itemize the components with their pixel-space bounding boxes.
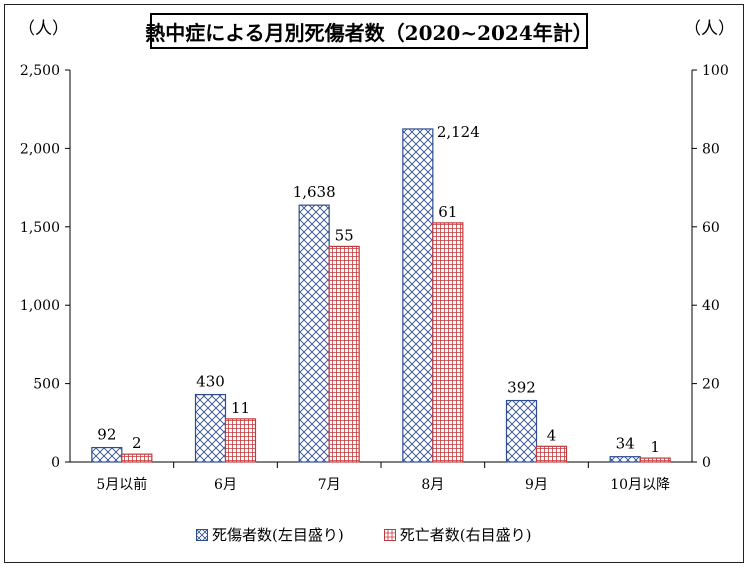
data-label-deaths: 11	[231, 399, 250, 417]
right-axis-unit: （人）	[684, 19, 735, 39]
data-label-deaths: 61	[438, 203, 457, 221]
data-label-casualties: 92	[97, 426, 116, 444]
legend-swatch-casualties	[196, 528, 208, 541]
legend: 死傷者数(左目盛り) 死亡者数(右目盛り)	[196, 524, 531, 545]
legend-item-casualties: 死傷者数(左目盛り)	[196, 524, 344, 545]
bar-deaths	[328, 245, 360, 463]
left-tick-label: 0	[51, 455, 60, 471]
bar-deaths	[432, 222, 464, 463]
bar-casualties	[91, 446, 123, 463]
chart-title-box: 熱中症による月別死傷者数（2020~2024年計）	[145, 13, 593, 49]
bar-deaths	[121, 453, 153, 463]
bar-casualties	[298, 204, 330, 463]
bar-deaths	[224, 418, 257, 463]
bar-deaths	[639, 457, 671, 463]
data-label-deaths: 1	[650, 438, 660, 456]
category-label: 7月	[318, 477, 341, 493]
right-tick-label: 80	[702, 141, 720, 157]
left-tick-label: 2,500	[20, 63, 60, 79]
data-label-casualties: 430	[196, 373, 225, 391]
left-tick-label: 500	[33, 377, 60, 393]
right-tick-label: 60	[702, 220, 720, 236]
legend-swatch-deaths	[383, 528, 396, 541]
category-label: 9月	[525, 477, 548, 493]
legend-label-casualties: 死傷者数(左目盛り)	[212, 526, 344, 544]
category-label: 5月以前	[96, 476, 147, 493]
left-tick-label: 1,000	[20, 298, 60, 314]
bar-casualties	[194, 393, 227, 463]
right-tick-label: 20	[702, 377, 720, 393]
right-tick-label: 40	[702, 298, 720, 314]
left-axis-unit: （人）	[18, 19, 69, 39]
data-label-deaths: 55	[335, 226, 354, 244]
bar-deaths	[535, 445, 568, 463]
left-tick-label: 2,000	[20, 141, 60, 157]
category-label: 8月	[421, 477, 444, 493]
bar-casualties	[609, 456, 641, 463]
bar-casualties	[402, 128, 434, 463]
data-label-casualties: 2,124	[437, 123, 480, 141]
right-tick-label: 0	[702, 455, 711, 471]
data-label-deaths: 2	[132, 434, 142, 452]
category-label: 6月	[214, 477, 237, 493]
category-label: 10月以降	[610, 477, 670, 493]
data-label-casualties: 1,638	[293, 183, 336, 201]
data-label-casualties: 34	[616, 435, 635, 453]
right-tick-label: 100	[702, 63, 729, 79]
legend-label-deaths: 死亡者数(右目盛り)	[399, 526, 532, 544]
data-label-casualties: 392	[507, 379, 536, 397]
legend-item-deaths: 死亡者数(右目盛り)	[383, 524, 532, 545]
data-label-deaths: 4	[547, 426, 557, 444]
chart-title: 熱中症による月別死傷者数（2020~2024年計）	[145, 20, 593, 45]
bar-casualties	[505, 399, 538, 463]
left-tick-label: 1,500	[20, 220, 60, 236]
chart-frame	[4, 4, 744, 563]
